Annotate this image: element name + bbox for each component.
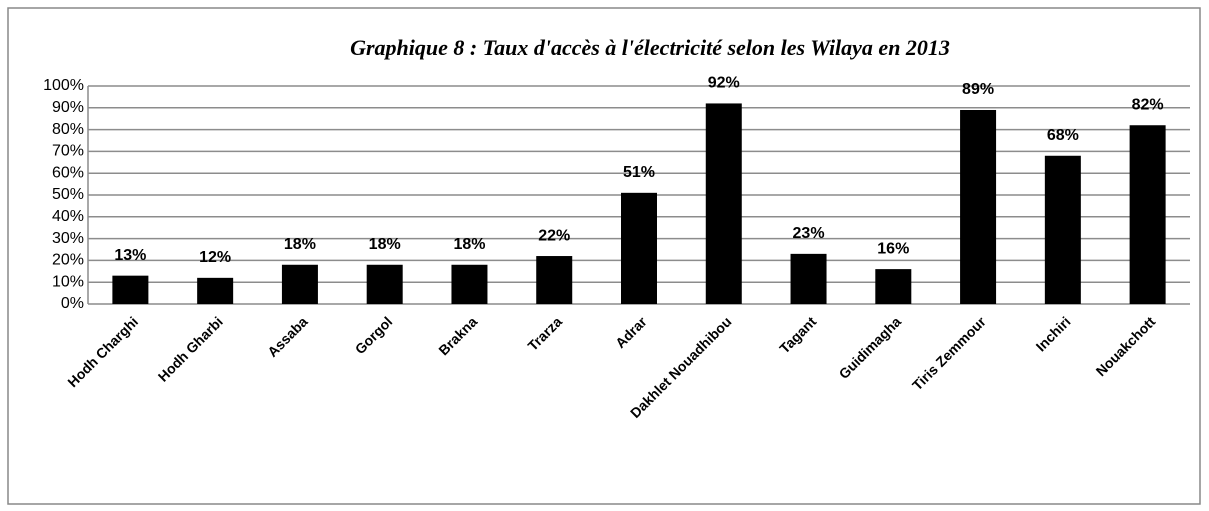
value-label: 18% xyxy=(284,236,316,253)
y-tick-label: 100% xyxy=(43,77,84,94)
bar xyxy=(281,264,318,304)
bar xyxy=(112,275,149,304)
y-tick-label: 50% xyxy=(52,186,84,203)
bar xyxy=(790,253,827,304)
value-label: 82% xyxy=(1132,96,1164,113)
value-label: 22% xyxy=(538,227,570,244)
y-tick-label: 40% xyxy=(52,208,84,225)
value-label: 12% xyxy=(199,249,231,266)
value-label: 18% xyxy=(369,236,401,253)
bar xyxy=(1129,125,1166,305)
bar xyxy=(536,256,573,304)
bar xyxy=(451,264,488,304)
bar xyxy=(1044,155,1081,304)
chart-frame xyxy=(7,7,1201,505)
bar xyxy=(705,103,742,304)
value-label: 92% xyxy=(708,75,740,92)
value-label: 89% xyxy=(962,81,994,98)
bar xyxy=(960,109,997,304)
bar xyxy=(621,192,657,304)
y-tick-label: 0% xyxy=(61,295,84,312)
y-tick-label: 60% xyxy=(52,164,84,181)
y-tick-label: 70% xyxy=(52,143,84,160)
bar xyxy=(875,269,912,304)
chart-title: Graphique 8 : Taux d'accès à l'électrici… xyxy=(350,35,950,60)
y-tick-label: 10% xyxy=(52,273,84,290)
value-label: 13% xyxy=(114,247,146,264)
value-label: 51% xyxy=(623,164,655,181)
value-label: 16% xyxy=(877,240,909,257)
bar xyxy=(366,264,403,304)
y-tick-label: 20% xyxy=(52,252,84,269)
bar xyxy=(197,277,234,304)
y-tick-label: 30% xyxy=(52,230,84,247)
value-label: 68% xyxy=(1047,127,1079,144)
value-label: 18% xyxy=(453,236,485,253)
y-tick-label: 80% xyxy=(52,121,84,138)
value-label: 23% xyxy=(793,225,825,242)
y-tick-label: 90% xyxy=(52,99,84,116)
